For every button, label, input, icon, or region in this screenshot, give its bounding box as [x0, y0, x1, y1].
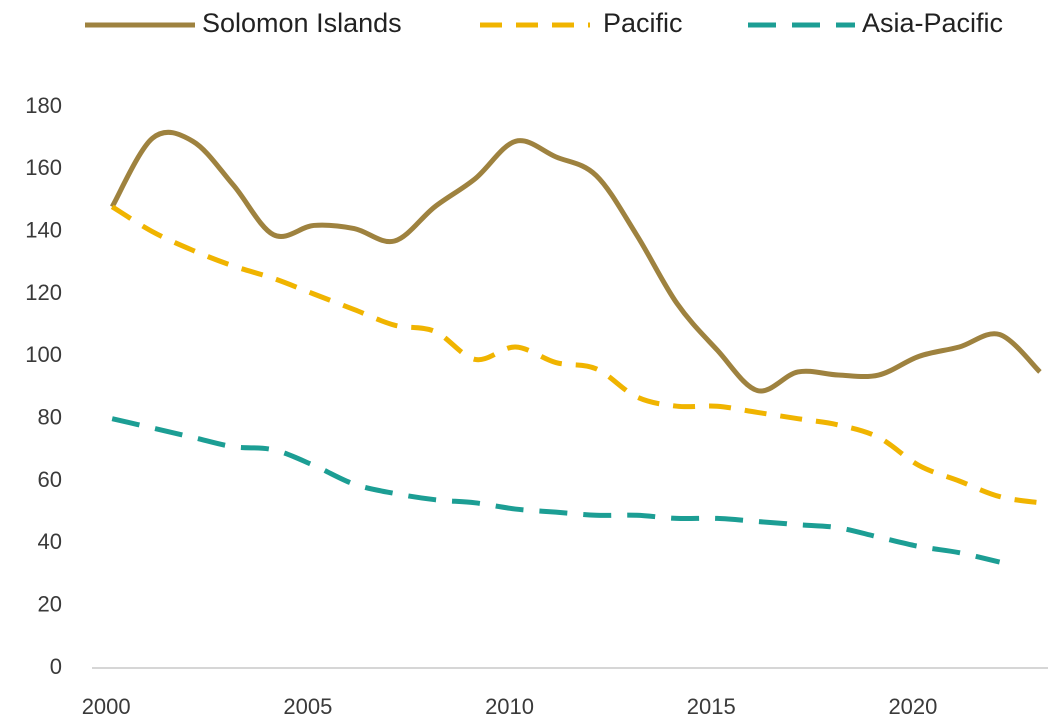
legend-label: Pacific	[603, 8, 683, 38]
series-line	[109, 129, 1042, 394]
y-tick-label: 100	[25, 342, 62, 367]
x-tick-label: 2000	[82, 694, 131, 719]
series-line	[111, 416, 1001, 565]
x-tick-label: 2015	[687, 694, 736, 719]
y-tick-label: 40	[38, 529, 62, 554]
y-tick-label: 20	[38, 591, 62, 616]
y-tick-label: 0	[50, 654, 62, 679]
legend-label: Solomon Islands	[202, 8, 402, 38]
x-tick-label: 2010	[485, 694, 534, 719]
y-tick-label: 140	[25, 217, 62, 242]
y-tick-label: 60	[38, 467, 62, 492]
y-tick-label: 180	[25, 93, 62, 118]
x-tick-label: 2020	[888, 694, 937, 719]
y-tick-label: 120	[25, 280, 62, 305]
y-tick-label: 80	[38, 404, 62, 429]
legend-label: Asia-Pacific	[862, 8, 1003, 38]
y-tick-label: 160	[25, 155, 62, 180]
x-tick-label: 2005	[283, 694, 332, 719]
series-line	[110, 204, 1041, 506]
